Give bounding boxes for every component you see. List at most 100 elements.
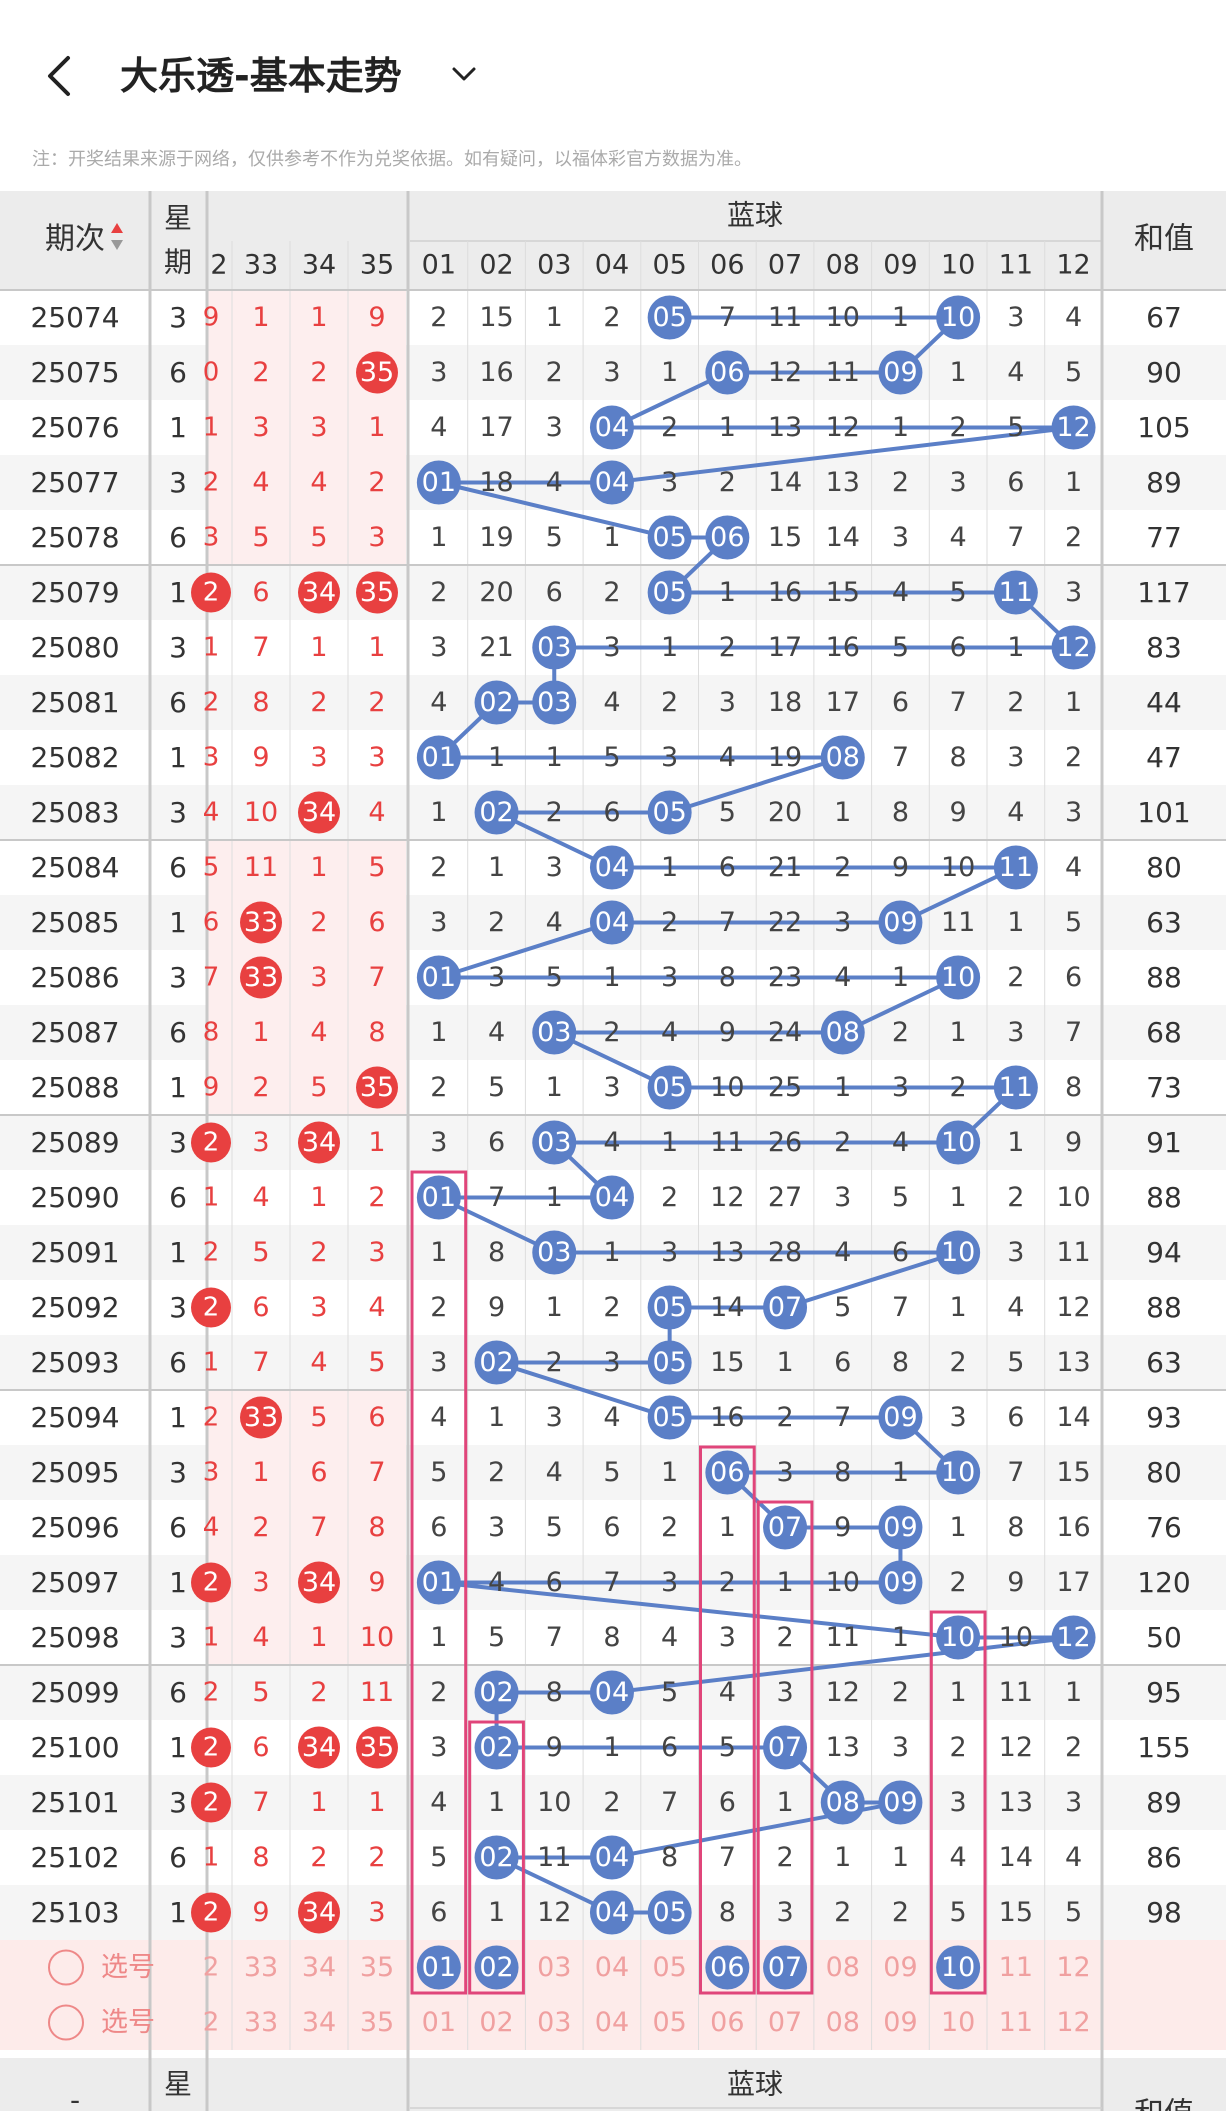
red-miss-cell: 5 <box>368 852 385 883</box>
blue-miss-cell: 1 <box>892 1842 909 1873</box>
blue-miss-cell: 2 <box>661 1182 678 1213</box>
blue-ball-label: 02 <box>479 1842 513 1873</box>
back-button[interactable] <box>40 48 80 104</box>
select-blue-ball[interactable] <box>416 1945 461 1990</box>
sort-up-icon[interactable] <box>111 223 123 233</box>
blue-miss-cell: 1 <box>430 1237 447 1268</box>
red-miss-cell: 5 <box>252 522 269 553</box>
select-row: 选号 2 33 34 35 01 02 03 04 05 06 07 08 09 10 11 12 <box>48 1945 1091 1990</box>
red-partial-cell: 2 <box>203 1403 220 1433</box>
blue-miss-cell: 11 <box>826 1622 860 1653</box>
week-cell: 6 <box>169 851 187 884</box>
select-red-35[interactable]: 35 <box>360 1952 394 1983</box>
period-cell: 25095 <box>30 1456 119 1489</box>
select-blue-ball-label[interactable]: 07 <box>768 1952 802 1983</box>
select-red-partial[interactable]: 2 <box>203 2008 220 2038</box>
blue-ball-label: 03 <box>537 632 571 663</box>
select-blue-ball[interactable] <box>474 1945 519 1990</box>
select-red-33[interactable]: 33 <box>244 1952 278 1983</box>
select-blue-ball[interactable] <box>936 1945 981 1990</box>
blue-miss-cell: 14 <box>1056 1402 1090 1433</box>
select-red-33[interactable]: 33 <box>244 2007 278 2038</box>
sum-cell: 63 <box>1146 1346 1182 1379</box>
select-blue-09[interactable]: 09 <box>883 1952 917 1983</box>
select-blue-11[interactable]: 11 <box>999 2007 1033 2038</box>
select-blue-05[interactable]: 05 <box>652 1952 686 1983</box>
select-blue-ball-label[interactable]: 02 <box>479 1952 513 1983</box>
title-dropdown-button[interactable] <box>448 58 480 90</box>
page-title[interactable]: 大乐透-基本走势 <box>120 54 402 98</box>
blue-header-07: 07 <box>768 250 802 281</box>
blue-miss-cell: 11 <box>768 302 802 333</box>
blue-miss-cell: 10 <box>999 1622 1033 1653</box>
red-partial-cell: 7 <box>203 963 220 993</box>
select-blue-12[interactable]: 12 <box>1056 1952 1090 1983</box>
blue-ball-label: 08 <box>826 1017 860 1048</box>
select-blue-ball-label[interactable]: 06 <box>710 1952 744 1983</box>
blue-miss-cell: 17 <box>826 687 860 718</box>
select-blue-09[interactable]: 09 <box>883 2007 917 2038</box>
blue-miss-cell: 7 <box>834 1402 851 1433</box>
select-blue-10[interactable]: 10 <box>941 2007 975 2038</box>
blue-miss-cell: 1 <box>1065 687 1082 718</box>
blue-ball <box>1051 405 1096 450</box>
select-blue-ball-label[interactable]: 01 <box>422 1952 456 1983</box>
red-partial-cell: 9 <box>203 303 220 333</box>
select-radio-icon[interactable] <box>48 2004 84 2041</box>
select-blue-ball[interactable] <box>705 1945 750 1990</box>
select-label[interactable]: 选号 <box>101 1952 155 1983</box>
blue-miss-cell: 2 <box>834 1897 851 1928</box>
blue-miss-cell: 5 <box>1065 357 1082 388</box>
select-blue-12[interactable]: 12 <box>1056 2007 1090 2038</box>
select-red-34[interactable]: 34 <box>302 2007 336 2038</box>
select-blue-03[interactable]: 03 <box>537 2007 571 2038</box>
blue-miss-cell: 2 <box>1007 962 1024 993</box>
red-ball <box>240 1396 282 1439</box>
period-header[interactable]: 期次 <box>45 222 105 257</box>
blue-miss-cell: 15 <box>710 1347 744 1378</box>
blue-miss-cell: 1 <box>1065 467 1082 498</box>
blue-miss-cell: 3 <box>661 962 678 993</box>
select-red-34[interactable]: 34 <box>302 1952 336 1983</box>
select-blue-01[interactable]: 01 <box>422 2007 456 2038</box>
select-blue-08[interactable]: 08 <box>826 2007 860 2038</box>
select-blue-08[interactable]: 08 <box>826 1952 860 1983</box>
blue-miss-cell: 4 <box>1007 357 1024 388</box>
red-ball-label: 35 <box>360 577 394 608</box>
blue-miss-cell: 5 <box>950 577 967 608</box>
select-blue-ball-label[interactable]: 10 <box>941 1952 975 1983</box>
blue-ball-label: 04 <box>595 852 629 883</box>
period-cell: 25094 <box>30 1401 119 1434</box>
blue-miss-cell: 8 <box>546 1677 563 1708</box>
blue-miss-cell: 9 <box>488 1292 505 1323</box>
select-label[interactable]: 选号 <box>101 2007 155 2038</box>
select-blue-04[interactable]: 04 <box>595 1952 629 1983</box>
select-blue-03[interactable]: 03 <box>537 1952 571 1983</box>
select-red-partial[interactable]: 2 <box>203 1953 220 1983</box>
blue-ball <box>993 570 1038 615</box>
select-red-35[interactable]: 35 <box>360 2007 394 2038</box>
blue-miss-cell: 4 <box>834 962 851 993</box>
blue-miss-cell: 5 <box>430 1457 447 1488</box>
blue-miss-cell: 1 <box>546 1182 563 1213</box>
select-blue-07[interactable]: 07 <box>768 2007 802 2038</box>
red-partial-cell: 2 <box>203 1238 220 1268</box>
table-row: 25096 6 4 2 7 8 6 3 5 6 2 1 07 9 09 1 8 16 76 <box>30 1505 1182 1550</box>
period-cell: 25098 <box>30 1621 119 1654</box>
select-blue-04[interactable]: 04 <box>595 2007 629 2038</box>
blue-miss-cell: 1 <box>661 1457 678 1488</box>
red-miss-cell: 4 <box>310 1347 327 1378</box>
blue-miss-cell: 2 <box>1065 1732 1082 1763</box>
select-blue-06[interactable]: 06 <box>710 2007 744 2038</box>
table-row: 25103 1 2 9 34 3 6 1 12 04 05 8 3 2 2 5 15 5 98 <box>30 1890 1182 1935</box>
select-blue-02[interactable]: 02 <box>479 2007 513 2038</box>
blue-ball <box>878 1505 923 1550</box>
blue-ball <box>474 1340 519 1385</box>
blue-ball <box>416 735 461 780</box>
select-blue-ball[interactable] <box>763 1945 808 1990</box>
sort-down-icon[interactable] <box>111 240 123 250</box>
select-radio-icon[interactable] <box>48 1949 84 1986</box>
select-blue-11[interactable]: 11 <box>999 1952 1033 1983</box>
select-blue-05[interactable]: 05 <box>652 2007 686 2038</box>
blue-miss-cell: 2 <box>950 412 967 443</box>
